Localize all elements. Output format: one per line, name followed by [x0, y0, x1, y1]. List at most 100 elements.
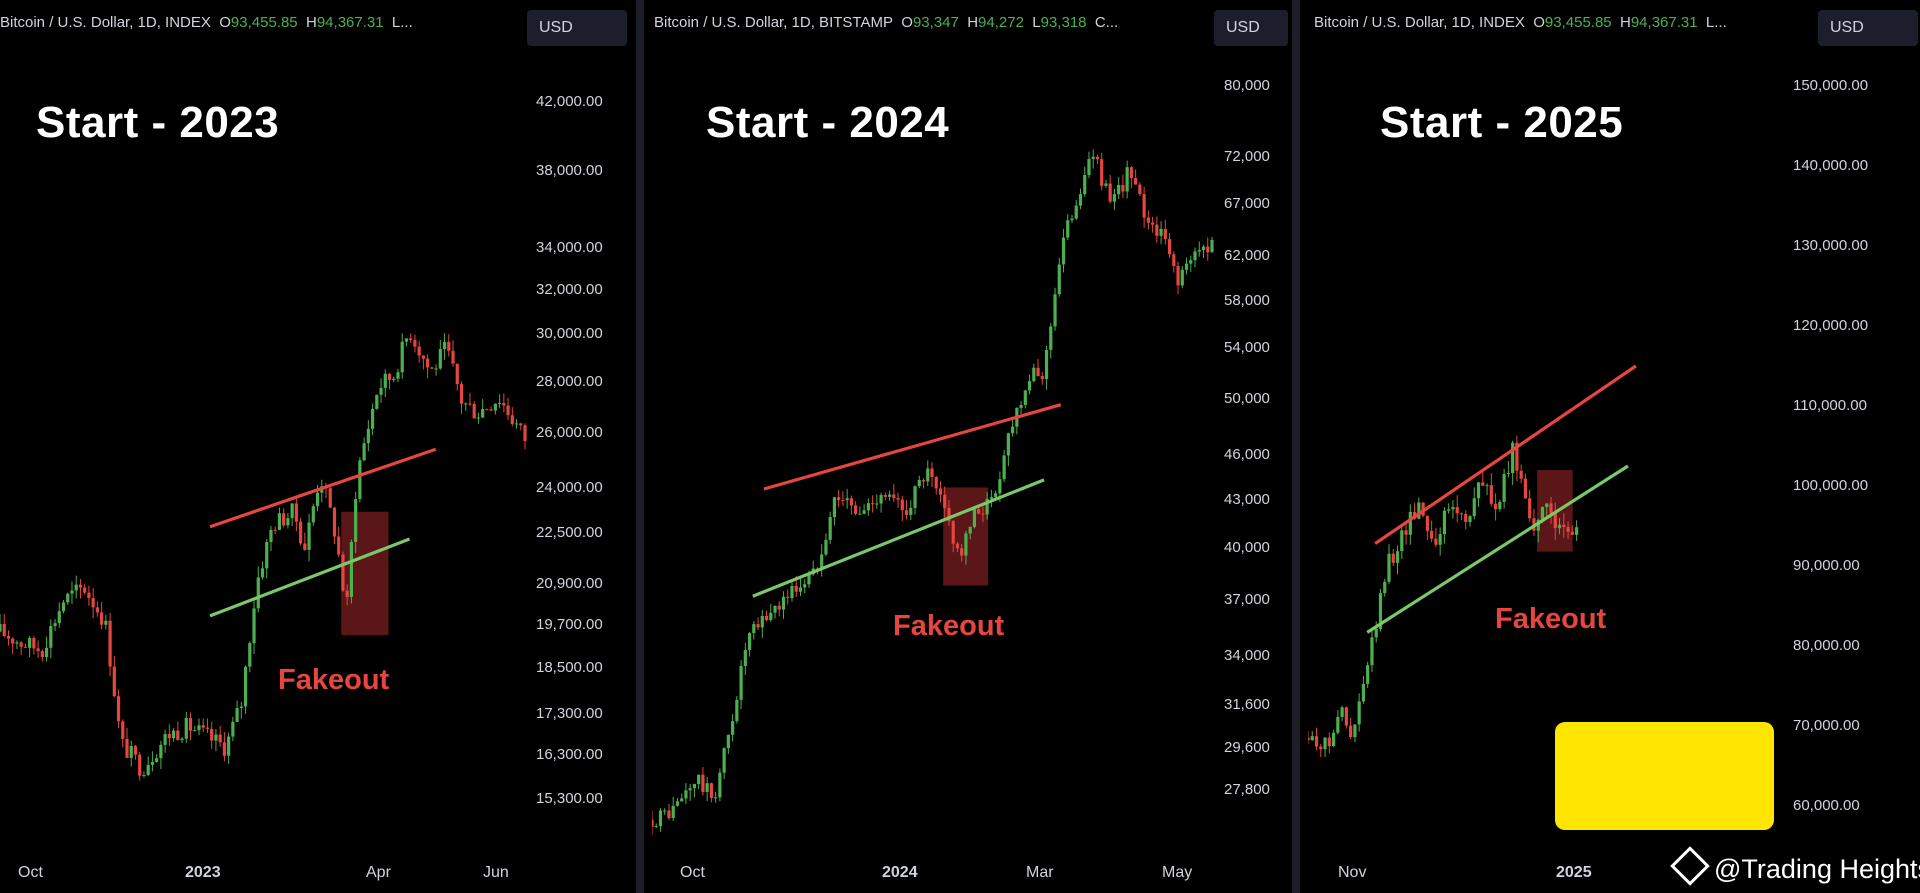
candle	[1545, 502, 1549, 517]
candle	[1455, 495, 1459, 523]
currency-button[interactable]: USD	[1818, 10, 1918, 46]
candle	[1023, 389, 1027, 409]
currency-button[interactable]: USD	[1214, 10, 1288, 46]
candle	[1361, 675, 1366, 704]
candle	[243, 665, 248, 714]
candle	[133, 745, 138, 760]
candle	[290, 503, 294, 526]
candle	[100, 601, 104, 630]
candle	[1349, 717, 1353, 740]
candle	[1523, 473, 1528, 499]
candle	[459, 381, 464, 414]
candle	[951, 520, 955, 553]
candle	[87, 585, 91, 606]
currency-button[interactable]: USD	[527, 10, 627, 46]
candle	[294, 497, 298, 532]
candle	[697, 774, 701, 790]
candle	[756, 617, 760, 631]
candle	[1146, 210, 1150, 230]
candle	[1091, 149, 1095, 169]
candle	[91, 588, 95, 619]
watermark-text: @Trading Heights	[1714, 854, 1920, 884]
candle	[421, 355, 425, 370]
candle	[1074, 200, 1078, 221]
candle	[163, 729, 167, 753]
candle	[150, 751, 155, 772]
candle	[83, 584, 87, 595]
candle	[883, 492, 887, 501]
candle	[201, 718, 205, 733]
x-tick-label: 2023	[185, 864, 221, 881]
candle	[871, 495, 875, 513]
candle	[1180, 266, 1184, 289]
candle	[354, 491, 358, 554]
candle	[40, 649, 44, 662]
candle	[667, 803, 671, 821]
candle	[36, 640, 40, 658]
candle	[366, 420, 370, 452]
candle	[862, 504, 866, 515]
candle	[1053, 287, 1057, 331]
candle	[218, 725, 222, 747]
candle	[1515, 435, 1519, 482]
candle	[781, 591, 786, 619]
symbol-label: Bitcoin / U.S. Dollar, 1D, BITSTAMP	[654, 14, 893, 31]
candle	[841, 491, 845, 506]
y-tick-label: 34,000	[1224, 647, 1270, 665]
y-tick-label: 70,000.00	[1793, 717, 1860, 734]
y-tick-label: 26,000.00	[536, 424, 603, 442]
candle	[510, 407, 514, 427]
resistance-line	[1374, 364, 1637, 545]
panel-divider[interactable]	[1292, 0, 1300, 893]
candle	[1163, 219, 1167, 245]
candle	[485, 408, 489, 411]
candle	[112, 656, 116, 698]
candle	[1519, 464, 1523, 484]
candle	[663, 808, 667, 816]
candle	[121, 719, 125, 748]
x-tick-label: 2024	[882, 864, 918, 881]
candle	[777, 601, 781, 617]
candle	[900, 495, 904, 521]
candle	[1125, 160, 1129, 199]
candle	[985, 492, 989, 520]
candle	[438, 340, 442, 370]
candle	[1087, 151, 1091, 179]
candle	[442, 333, 447, 360]
high-value: 94,367.31	[1630, 14, 1698, 31]
y-tick-label: 24,000.00	[536, 479, 603, 497]
candle	[252, 597, 256, 654]
candle	[1549, 496, 1553, 524]
candle	[1404, 522, 1408, 545]
panel-divider[interactable]	[636, 0, 644, 893]
candle	[1184, 257, 1189, 275]
candle	[383, 369, 387, 398]
candle	[337, 526, 341, 558]
candle	[938, 481, 943, 503]
candle	[1340, 705, 1344, 722]
candle	[277, 507, 282, 531]
y-tick-label: 60,000.00	[1793, 797, 1860, 814]
candle	[1206, 237, 1210, 261]
candle	[1570, 525, 1574, 535]
candle	[955, 541, 960, 553]
candle	[1327, 732, 1331, 754]
candle	[1189, 255, 1193, 272]
candle	[1057, 257, 1061, 297]
candle	[409, 333, 413, 343]
candle	[1481, 469, 1485, 487]
candle	[1430, 520, 1434, 543]
candle	[735, 696, 739, 724]
y-tick-label: 67,000	[1224, 195, 1270, 213]
candle	[828, 511, 832, 545]
y-tick-label: 29,600	[1224, 739, 1270, 757]
candle	[675, 797, 680, 807]
candle	[11, 637, 15, 655]
x-tick-label: Oct	[18, 864, 43, 881]
y-tick-label: 20,900.00	[536, 574, 603, 592]
candle	[1391, 548, 1395, 567]
candle	[1151, 216, 1155, 233]
candle	[1308, 731, 1310, 744]
price-plot	[1308, 364, 1637, 758]
candle	[1447, 503, 1451, 514]
